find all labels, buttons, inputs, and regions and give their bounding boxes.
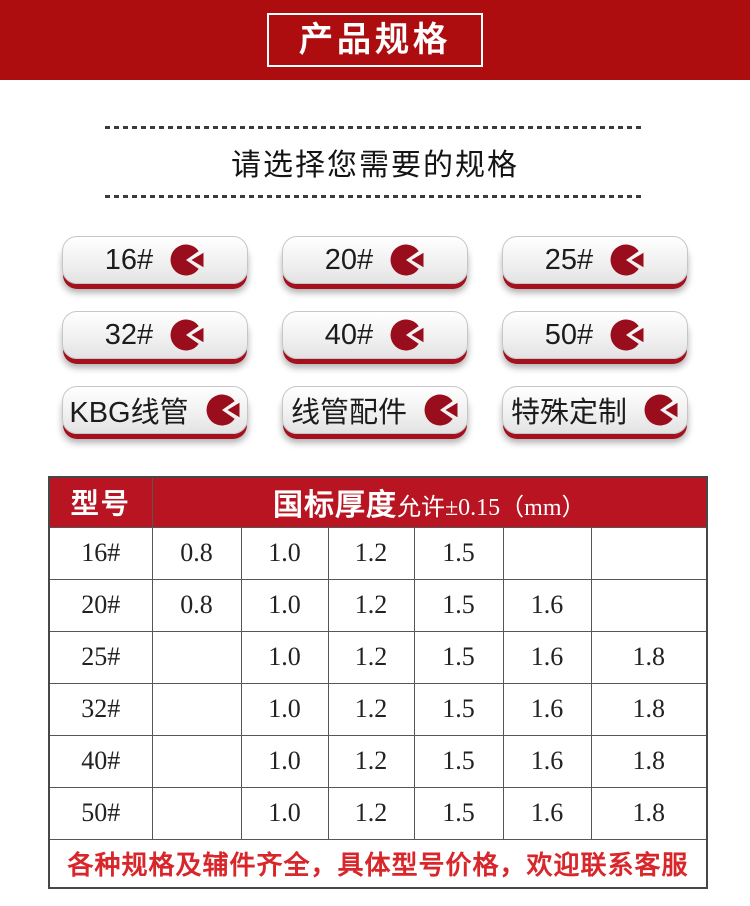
thickness-tolerance: 允许±0.15（mm） (397, 495, 586, 522)
spec-button-40[interactable]: 40# (282, 311, 468, 359)
thickness-cell: 1.6 (502, 734, 592, 788)
spec-button-label: 25# (544, 243, 594, 276)
thickness-cell: 1.8 (590, 682, 708, 736)
thickness-cell: 1.2 (327, 786, 415, 840)
title-frame: 产品规格 (267, 12, 483, 68)
table-footer-row: 各种规格及辅件齐全，具体型号价格，欢迎联系客服 (48, 838, 708, 889)
spec-button-label: 20# (324, 243, 374, 276)
table-row: 25# 1.0 1.2 1.5 1.6 1.8 (48, 630, 708, 684)
pie-slice-icon (424, 394, 458, 426)
thickness-cell: 1.6 (502, 630, 592, 684)
table-header-row: 型号 国标厚度允许±0.15（mm） (48, 476, 708, 528)
spec-button-label: 16# (104, 243, 154, 276)
spec-button-label: 特殊定制 (510, 397, 627, 429)
model-column-header: 型号 (48, 476, 153, 528)
spec-button-label: 40# (324, 318, 374, 351)
thickness-cell: 1.0 (240, 630, 329, 684)
spec-button-custom[interactable]: 特殊定制 (502, 386, 688, 434)
table-row: 32# 1.0 1.2 1.5 1.6 1.8 (48, 682, 708, 736)
spec-button-label: KBG线管 (69, 397, 189, 429)
pie-slice-icon (206, 394, 240, 426)
spec-button-label: 50# (544, 318, 594, 351)
pie-slice-icon (644, 394, 678, 426)
pie-slice-icon (390, 319, 424, 351)
thickness-cell: 1.5 (413, 786, 504, 840)
pie-slice-icon (170, 319, 204, 351)
thickness-cell: 0.8 (151, 526, 242, 580)
thickness-spec-table: 型号 国标厚度允许±0.15（mm） 16# 0.8 1.0 1.2 1.5 2… (48, 476, 709, 889)
thickness-cell: 1.0 (240, 578, 329, 632)
thickness-cell (590, 526, 708, 580)
pie-slice-icon (610, 319, 644, 351)
thickness-cell (502, 526, 592, 580)
model-cell: 20# (48, 578, 153, 632)
thickness-cell: 1.5 (413, 630, 504, 684)
spec-button-16[interactable]: 16# (62, 236, 248, 284)
thickness-cell: 1.5 (413, 578, 504, 632)
thickness-cell: 1.2 (327, 578, 415, 632)
thickness-cell: 1.0 (240, 526, 329, 580)
thickness-cell (151, 734, 242, 788)
model-cell: 32# (48, 682, 153, 736)
model-cell: 25# (48, 630, 153, 684)
subtitle-section: 请选择您需要的规格 (105, 126, 645, 198)
thickness-cell: 1.2 (327, 630, 415, 684)
table-row: 20# 0.8 1.0 1.2 1.5 1.6 (48, 578, 708, 632)
thickness-cell: 1.5 (413, 526, 504, 580)
model-cell: 50# (48, 786, 153, 840)
thickness-cell: 1.2 (327, 734, 415, 788)
thickness-cell: 1.6 (502, 578, 592, 632)
thickness-column-header: 国标厚度允许±0.15（mm） (151, 476, 708, 528)
page-title: 产品规格 (299, 20, 451, 59)
page-header-banner: 产品规格 (0, 0, 750, 80)
contact-note: 各种规格及辅件齐全，具体型号价格，欢迎联系客服 (48, 838, 708, 889)
spec-button-20[interactable]: 20# (282, 236, 468, 284)
thickness-cell: 1.8 (590, 786, 708, 840)
thickness-cell: 1.0 (240, 734, 329, 788)
spec-button-32[interactable]: 32# (62, 311, 248, 359)
subtitle-text: 请选择您需要的规格 (231, 149, 519, 182)
thickness-cell (151, 786, 242, 840)
dashed-divider-bottom (105, 195, 645, 198)
thickness-cell (151, 682, 242, 736)
thickness-cell (590, 578, 708, 632)
dashed-divider-top (105, 126, 645, 129)
thickness-cell: 1.2 (327, 682, 415, 736)
table-row: 16# 0.8 1.0 1.2 1.5 (48, 526, 708, 580)
thickness-cell: 1.5 (413, 682, 504, 736)
thickness-cell: 1.6 (502, 786, 592, 840)
thickness-cell: 1.8 (590, 630, 708, 684)
thickness-cell: 1.2 (327, 526, 415, 580)
spec-button-conduit-fittings[interactable]: 线管配件 (282, 386, 468, 434)
spec-button-label: 线管配件 (290, 397, 407, 429)
thickness-cell (151, 630, 242, 684)
thickness-cell: 1.8 (590, 734, 708, 788)
model-cell: 40# (48, 734, 153, 788)
thickness-cell: 1.0 (240, 786, 329, 840)
pie-slice-icon (170, 244, 204, 276)
thickness-cell: 1.5 (413, 734, 504, 788)
spec-button-grid: 16# 20# 25# 32# 40# 50# KBG线管 线管配件 特殊定制 (62, 236, 688, 434)
pie-slice-icon (390, 244, 424, 276)
thickness-cell: 1.0 (240, 682, 329, 736)
thickness-cell: 1.6 (502, 682, 592, 736)
spec-button-kbg-conduit[interactable]: KBG线管 (62, 386, 248, 434)
pie-slice-icon (610, 244, 644, 276)
spec-button-25[interactable]: 25# (502, 236, 688, 284)
table-row: 50# 1.0 1.2 1.5 1.6 1.8 (48, 786, 708, 840)
table-row: 40# 1.0 1.2 1.5 1.6 1.8 (48, 734, 708, 788)
thickness-title: 国标厚度 (273, 489, 398, 523)
thickness-cell: 0.8 (151, 578, 242, 632)
spec-button-50[interactable]: 50# (502, 311, 688, 359)
model-cell: 16# (48, 526, 153, 580)
spec-button-label: 32# (104, 318, 154, 351)
